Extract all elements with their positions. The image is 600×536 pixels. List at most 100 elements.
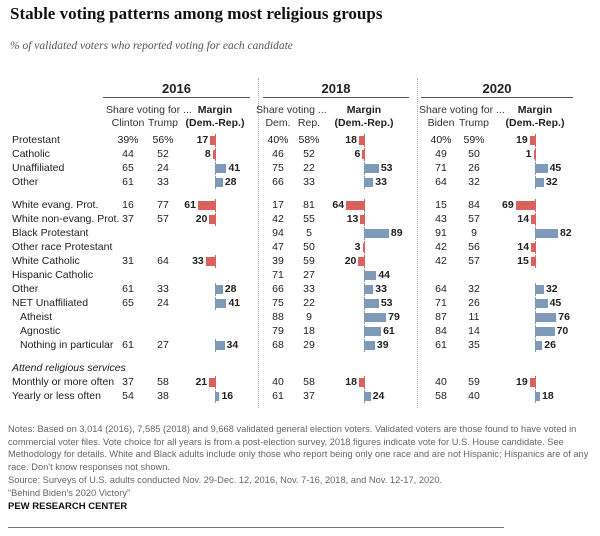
notes-text: Notes: Based on 3,014 (2016), 7,585 (201… xyxy=(8,424,589,473)
margin-bar-dem xyxy=(364,285,374,294)
margin-value: 41 xyxy=(228,162,241,174)
rep-share: 32 xyxy=(468,283,480,295)
margin-axis xyxy=(364,241,365,254)
rep-share: 32 xyxy=(468,176,480,188)
rep-share: 58 xyxy=(157,376,169,388)
margin-axis xyxy=(535,255,536,268)
margin-bar-dem xyxy=(535,327,555,336)
margin-value: 13 xyxy=(346,213,359,225)
dem-share: 31 xyxy=(122,255,134,267)
margin-bar-rep xyxy=(210,136,215,145)
rep-share: 52 xyxy=(157,148,169,160)
margin-value: 19 xyxy=(516,134,528,146)
margin-bar-dem xyxy=(535,285,544,294)
dem-share: 71 xyxy=(435,297,447,309)
rep-share: 14 xyxy=(468,325,480,337)
rep-share: 27 xyxy=(303,269,315,281)
margin-value: 20 xyxy=(344,255,357,267)
dem-share: 42 xyxy=(272,213,284,225)
dem-share: 61 xyxy=(122,176,134,188)
dem-share: 58 xyxy=(435,390,447,402)
margin-value: 6 xyxy=(354,148,361,160)
dem-share: 17 xyxy=(272,199,284,211)
rep-share: 33 xyxy=(157,283,169,295)
dem-share: 54 xyxy=(122,390,134,402)
rep-share: 33 xyxy=(303,176,315,188)
dem-header: Biden xyxy=(427,117,455,129)
margin-bar-dem xyxy=(364,327,382,336)
row-label: White Catholic xyxy=(12,255,80,267)
margin-bar-rep xyxy=(358,378,364,387)
dem-share: 64 xyxy=(435,176,447,188)
rep-share: 38 xyxy=(157,390,169,402)
year-heading: 2020 xyxy=(482,81,512,96)
dem-header: Dem. xyxy=(265,117,291,129)
margin-axis xyxy=(215,148,216,161)
dem-share: 40% xyxy=(430,134,452,146)
rep-share: 24 xyxy=(157,162,169,174)
rep-share: 9 xyxy=(306,311,312,323)
margin-value: 76 xyxy=(558,311,570,323)
dem-share: 16 xyxy=(122,199,134,211)
margin-value: 14 xyxy=(517,213,530,225)
rep-share: 22 xyxy=(303,162,315,174)
year-underline xyxy=(263,97,409,98)
margin-value: 64 xyxy=(332,199,345,211)
dem-share: 94 xyxy=(272,227,284,239)
margin-value: 69 xyxy=(502,199,514,211)
margin-bar-dem xyxy=(535,164,548,173)
row-label: NET Unaffiliated xyxy=(12,297,89,309)
margin-axis xyxy=(535,134,536,147)
margin-axis xyxy=(535,241,536,254)
row-label: Catholic xyxy=(12,148,50,160)
rep-share: 56% xyxy=(152,134,174,146)
margin-subheader: (Dem.-Rep.) xyxy=(334,117,394,129)
column-divider xyxy=(417,78,418,408)
margin-value: 61 xyxy=(184,199,196,211)
margin-bar-dem xyxy=(364,313,387,322)
margin-axis xyxy=(215,199,216,212)
margin-bar-rep xyxy=(205,257,215,266)
margin-bar-rep xyxy=(529,378,535,387)
notes: Notes: Based on 3,014 (2016), 7,585 (201… xyxy=(8,423,593,499)
row-label: White evang. Prot. xyxy=(12,199,99,211)
rep-share: 57 xyxy=(468,255,480,267)
rep-share: 81 xyxy=(303,199,315,211)
year-heading: 2018 xyxy=(321,81,351,96)
rep-share: 11 xyxy=(468,311,480,323)
margin-value: 19 xyxy=(516,376,528,388)
margin-axis xyxy=(215,213,216,226)
margin-value: 15 xyxy=(517,255,529,267)
margin-axis xyxy=(215,134,216,147)
margin-value: 26 xyxy=(544,339,556,351)
margin-bar-rep xyxy=(358,257,364,266)
rep-share: 57 xyxy=(157,213,169,225)
margin-axis xyxy=(535,199,536,212)
margin-bar-dem xyxy=(215,392,220,401)
dem-header: Clinton xyxy=(111,117,145,129)
share-header: Share voting for ... xyxy=(106,104,192,116)
dem-share: 49 xyxy=(435,148,447,160)
share-header: Share voting ... xyxy=(256,104,327,116)
margin-axis xyxy=(364,134,365,147)
dem-share: 44 xyxy=(122,148,134,160)
margin-value: 18 xyxy=(542,390,554,402)
row-label: Hispanic Catholic xyxy=(12,269,94,281)
source-text: Source: Surveys of U.S. adults conducted… xyxy=(8,474,443,485)
margin-value: 28 xyxy=(224,283,237,295)
margin-bar-rep xyxy=(358,136,364,145)
share-header: Share voting for ... xyxy=(419,104,505,116)
margin-value: 16 xyxy=(221,390,234,402)
rep-share: 59% xyxy=(463,134,485,146)
dem-share: 66 xyxy=(272,176,284,188)
row-label: Other race Protestant xyxy=(12,241,113,253)
margin-value: 18 xyxy=(345,376,357,388)
margin-bar-dem xyxy=(215,164,227,173)
margin-bar-rep xyxy=(531,243,535,252)
margin-value: 8 xyxy=(204,148,211,160)
dem-share: 68 xyxy=(272,339,284,351)
margin-value: 14 xyxy=(517,241,530,253)
column-divider xyxy=(258,78,259,408)
rep-share: 35 xyxy=(468,339,480,351)
